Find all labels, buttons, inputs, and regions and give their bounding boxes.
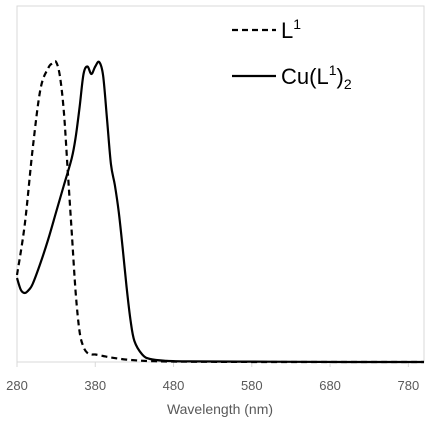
series-line-l1 xyxy=(15,60,424,364)
plot-border xyxy=(16,5,425,363)
legend-label-l1: L1 xyxy=(281,16,301,43)
x-tick-label-580: 580 xyxy=(241,378,263,393)
series-layer xyxy=(15,60,424,364)
series-line-cu-l1-2 xyxy=(15,60,424,364)
legend-label-cu-l1-2: Cu(L1)2 xyxy=(281,62,352,92)
x-tick-label-480: 480 xyxy=(163,378,185,393)
x-tick-label-680: 680 xyxy=(319,378,341,393)
legend: L1 Cu(L1)2 xyxy=(232,16,352,92)
x-axis-title: Wavelength (nm) xyxy=(167,401,273,417)
x-tick-label-780: 780 xyxy=(397,378,419,393)
x-tick-label-380: 380 xyxy=(84,378,106,393)
x-tick-label-280: 280 xyxy=(6,378,28,393)
x-tick-labels: 280 380 480 580 680 780 xyxy=(6,378,419,393)
